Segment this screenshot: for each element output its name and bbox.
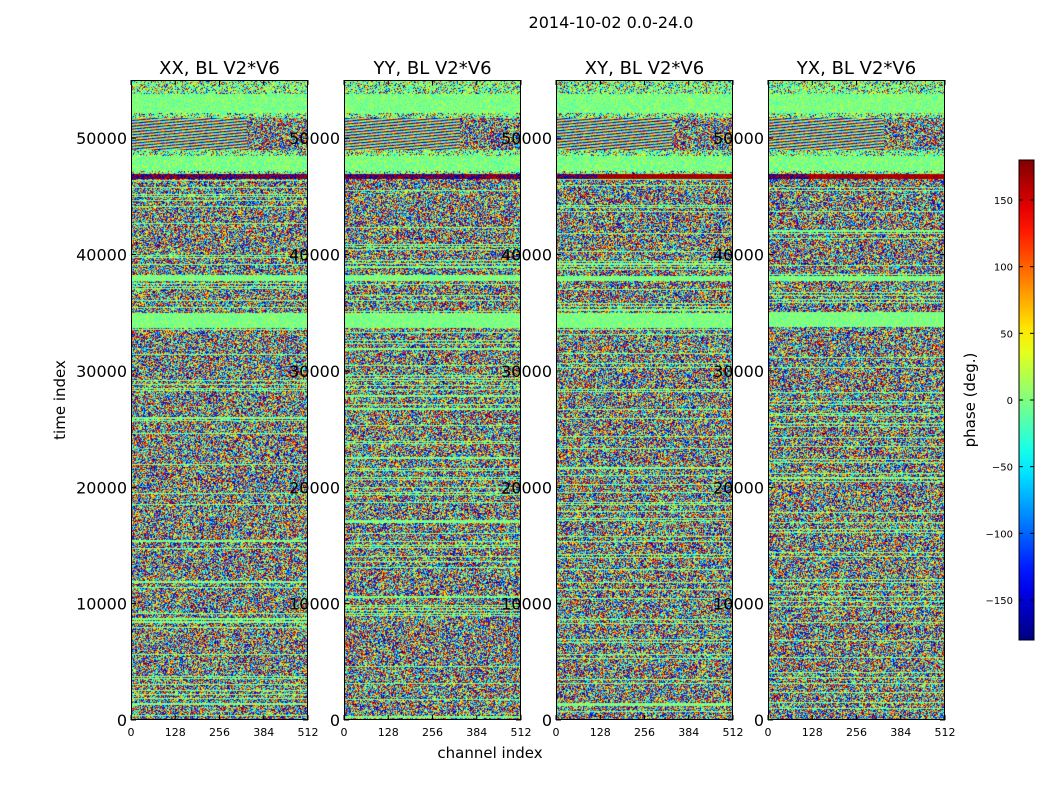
- x-tick-label: 0: [341, 726, 348, 739]
- x-tick-label: 256: [846, 726, 867, 739]
- x-tick-label: 512: [511, 726, 532, 739]
- y-tick-label: 10000: [713, 595, 764, 614]
- x-tick-label: 128: [165, 726, 186, 739]
- colorbar-tick-label: 100: [994, 263, 1013, 274]
- heatmap-image: [131, 80, 308, 720]
- x-tick-label: 0: [765, 726, 772, 739]
- x-tick-label: 256: [634, 726, 655, 739]
- panel-0: XX, BL V2*V6 0 10000 20000 30000 40000 50000 0 1…: [76, 58, 318, 739]
- y-tick-label: 0: [117, 711, 127, 730]
- x-tick-label: 512: [298, 726, 319, 739]
- y-tick-label: 50000: [289, 129, 340, 148]
- x-tick-label: 128: [378, 726, 399, 739]
- panel-2: XY, BL V2*V6 0 10000 20000 30000 40000 50000 0 1…: [501, 58, 743, 739]
- x-tick-label: 0: [553, 726, 560, 739]
- panel-3: YX, BL V2*V6 0 10000 20000 30000 40000 50000 0 1…: [713, 58, 955, 739]
- colorbar-tick-label: −50: [992, 463, 1013, 474]
- y-tick-label: 30000: [501, 362, 552, 381]
- y-axis-label: time index: [51, 360, 69, 440]
- heatmap-image: [344, 80, 521, 720]
- colorbar: −150 −100 −50 0 50 100 150: [986, 159, 1035, 641]
- x-tick-label: 384: [890, 726, 911, 739]
- y-tick-label: 0: [542, 711, 552, 730]
- y-tick-label: 0: [754, 711, 764, 730]
- y-tick-label: 10000: [76, 595, 127, 614]
- colorbar-tick-label: 150: [994, 196, 1013, 207]
- y-tick-label: 50000: [76, 129, 127, 148]
- y-tick-label: 20000: [289, 478, 340, 497]
- y-tick-label: 40000: [289, 246, 340, 265]
- y-tick-label: 20000: [501, 478, 552, 497]
- y-tick-label: 40000: [501, 246, 552, 265]
- x-tick-label: 256: [422, 726, 443, 739]
- y-tick-label: 30000: [289, 362, 340, 381]
- x-tick-label: 128: [590, 726, 611, 739]
- x-tick-label: 0: [128, 726, 135, 739]
- panel-title: YY, BL V2*V6: [372, 58, 491, 79]
- x-tick-label: 384: [466, 726, 487, 739]
- y-tick-label: 50000: [713, 129, 764, 148]
- figure-title: 2014-10-02 0.0-24.0: [529, 13, 694, 32]
- y-tick-label: 10000: [289, 595, 340, 614]
- colorbar-label: phase (deg.): [961, 353, 979, 448]
- x-tick-label: 128: [802, 726, 823, 739]
- y-tick-label: 20000: [76, 478, 127, 497]
- x-tick-label: 512: [723, 726, 744, 739]
- colorbar-tick-label: 50: [1000, 329, 1013, 340]
- colorbar-tick-label: −150: [986, 596, 1013, 607]
- y-tick-label: 0: [330, 711, 340, 730]
- y-tick-label: 10000: [501, 595, 552, 614]
- y-tick-label: 30000: [713, 362, 764, 381]
- y-tick-label: 40000: [713, 246, 764, 265]
- x-tick-label: 384: [678, 726, 699, 739]
- y-tick-label: 50000: [501, 129, 552, 148]
- x-tick-label: 512: [935, 726, 956, 739]
- panels: XX, BL V2*V6 0 10000 20000 30000 40000 50000 0 1…: [76, 58, 955, 739]
- x-axis-label: channel index: [437, 744, 542, 762]
- x-tick-label: 256: [209, 726, 230, 739]
- heatmap-image: [768, 80, 945, 720]
- x-tick-label: 384: [253, 726, 274, 739]
- colorbar-tick-label: 0: [1007, 396, 1013, 407]
- colorbar-tick-label: −100: [986, 529, 1013, 540]
- panel-title: YX, BL V2*V6: [796, 58, 916, 79]
- heatmap-image: [556, 80, 733, 720]
- panel-1: YY, BL V2*V6 0 10000 20000 30000 40000 50000 0 1…: [289, 58, 531, 739]
- y-tick-label: 30000: [76, 362, 127, 381]
- y-tick-label: 20000: [713, 478, 764, 497]
- panel-title: XX, BL V2*V6: [159, 58, 280, 79]
- panel-title: XY, BL V2*V6: [585, 58, 704, 79]
- y-tick-label: 40000: [76, 246, 127, 265]
